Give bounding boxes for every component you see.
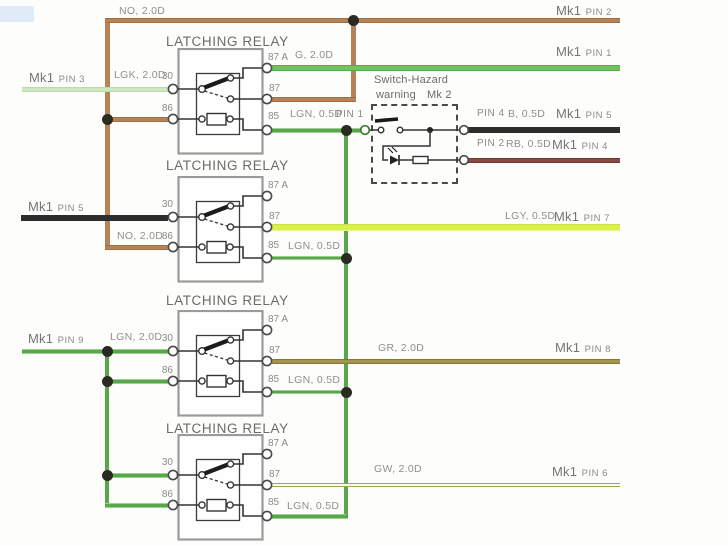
wire-label-lgk: LGK, 2.0D xyxy=(114,69,166,81)
connector-mk1-pin8: Mk1 PIN 8 xyxy=(555,340,611,355)
wire-relay2-86-stub xyxy=(105,244,168,250)
relay1-terminal-87: 87 xyxy=(269,83,281,94)
wire-relay3-86-stub xyxy=(105,379,168,384)
wire-relay1-85 xyxy=(272,127,367,133)
junction-dot xyxy=(340,124,352,136)
wire-green-bus-vertical-right xyxy=(344,127,348,519)
relay4-terminal-30: 30 xyxy=(161,457,173,468)
wire-label-switch-pin4: PIN 4 xyxy=(477,108,505,119)
connector-mk1-pin5-switch: Mk1 PIN 5 xyxy=(556,106,612,121)
relay1-terminal-85: 85 xyxy=(268,111,280,122)
relay2-terminal-87: 87 xyxy=(269,211,281,222)
relay2-terminal-87a: 87 A xyxy=(268,180,289,191)
wire-label-no-relay2: NO, 2.0D xyxy=(117,230,164,242)
latching-relay-symbol-1 xyxy=(167,48,273,155)
wire-relay3-85-stub xyxy=(271,389,344,394)
relay4-terminal-85: 85 xyxy=(268,497,280,508)
wire-label-gw: GW, 2.0D xyxy=(374,463,422,475)
junction-dot xyxy=(340,252,352,264)
wire-green-bus-vertical-left xyxy=(105,348,109,508)
switch-label-line1: Switch-Hazard xyxy=(374,74,449,86)
connector-mk1-pin4: Mk1 PIN 4 xyxy=(552,137,608,152)
wire-label-lgn-input: LGN, 2.0D xyxy=(110,331,163,343)
wire-b-output xyxy=(468,127,620,133)
wire-brown-left-vertical xyxy=(105,18,110,250)
relay4-title: LATCHING RELAY xyxy=(166,421,289,436)
relay3-terminal-86: 86 xyxy=(161,365,173,376)
relay3-terminal-87: 87 xyxy=(269,345,281,356)
relay4-terminal-87: 87 xyxy=(269,469,281,480)
wire-no-top xyxy=(105,18,620,23)
latching-relay-symbol-3 xyxy=(167,310,273,417)
relay4-terminal-87a: 87 A xyxy=(268,438,289,449)
wire-relay2-30-input xyxy=(21,214,168,221)
connector-mk1-pin6: Mk1 PIN 6 xyxy=(552,464,608,479)
wire-gw-output xyxy=(272,482,620,487)
relay3-terminal-85: 85 xyxy=(268,374,280,385)
wire-relay4-30-stub xyxy=(105,473,168,478)
wire-label-no-top: NO, 2.0D xyxy=(119,5,166,17)
relay3-terminal-30: 30 xyxy=(161,333,173,344)
wire-relay1-86-stub xyxy=(108,116,168,122)
wire-label-lgn-relay2: LGN, 0.5D xyxy=(288,240,341,252)
relay2-title: LATCHING RELAY xyxy=(166,158,289,173)
relay1-terminal-30: 30 xyxy=(161,71,173,82)
junction-dot xyxy=(348,15,359,26)
switch-label-line3: Mk 2 xyxy=(427,89,452,101)
junction-dot xyxy=(101,375,113,387)
connector-mk1-pin9: Mk1 PIN 9 xyxy=(28,331,84,346)
relay4-terminal-86: 86 xyxy=(161,489,173,500)
wire-relay2-85-stub xyxy=(272,255,344,260)
relay3-terminal-87a: 87 A xyxy=(268,314,289,325)
relay1-terminal-87a: 87 A xyxy=(268,52,289,63)
relay1-terminal-86: 86 xyxy=(161,103,173,114)
wire-label-switch-pin1: PIN 1 xyxy=(336,109,364,120)
relay2-terminal-85: 85 xyxy=(268,240,280,251)
wire-label-lgy: LGY, 0.5D xyxy=(505,210,556,222)
latching-relay-symbol-4 xyxy=(167,434,273,541)
wire-label-g: G, 2.0D xyxy=(295,49,334,61)
wire-label-lgn-relay3: LGN, 0.5D xyxy=(288,374,341,386)
junction-dot xyxy=(101,345,113,357)
wire-lgy-output xyxy=(272,224,620,231)
relay2-terminal-86: 86 xyxy=(161,231,173,242)
wire-relay4-86-stub xyxy=(105,503,168,508)
wire-label-switch-pin2: PIN 2 xyxy=(477,138,505,149)
connector-mk1-pin1: Mk1 PIN 1 xyxy=(556,44,612,59)
wire-gr-output xyxy=(272,358,620,364)
connector-mk1-pin5-relay2: Mk1 PIN 5 xyxy=(28,199,84,214)
junction-dot xyxy=(101,469,113,481)
wire-label-lgn-relay1: LGN, 0.5D xyxy=(290,108,343,120)
wire-g-output xyxy=(272,65,620,71)
scan-artifact xyxy=(0,6,34,22)
connector-mk1-pin2: Mk1 PIN 2 xyxy=(556,3,612,18)
wire-label-gr: GR, 2.0D xyxy=(378,342,425,354)
wire-relay4-85-stub xyxy=(268,514,346,519)
wire-label-b: B, 0.5D xyxy=(508,108,546,120)
switch-label-line2: warning xyxy=(376,89,416,101)
relay3-title: LATCHING RELAY xyxy=(166,293,289,308)
switch-hazard-box xyxy=(371,104,458,184)
junction-dot xyxy=(102,113,113,125)
wire-relay3-30-input xyxy=(22,348,168,354)
wire-brown-relay1-87-vertical xyxy=(351,18,356,102)
wire-label-lgn-relay4: LGN, 0.5D xyxy=(287,500,340,512)
relay2-terminal-30: 30 xyxy=(161,199,173,210)
hazard-switch-symbol xyxy=(359,117,469,166)
relay1-title: LATCHING RELAY xyxy=(166,34,289,49)
wire-relay1-87-horizontal xyxy=(272,96,356,102)
junction-dot xyxy=(340,386,352,398)
connector-mk1-pin7: Mk1 PIN 7 xyxy=(554,209,610,224)
connector-mk1-pin3: Mk1 PIN 3 xyxy=(29,70,85,85)
wire-lgk-input xyxy=(22,86,168,92)
latching-relay-symbol-2 xyxy=(167,176,273,283)
wire-rb-output xyxy=(468,157,620,163)
wire-label-rb: RB, 0.5D xyxy=(506,138,551,150)
